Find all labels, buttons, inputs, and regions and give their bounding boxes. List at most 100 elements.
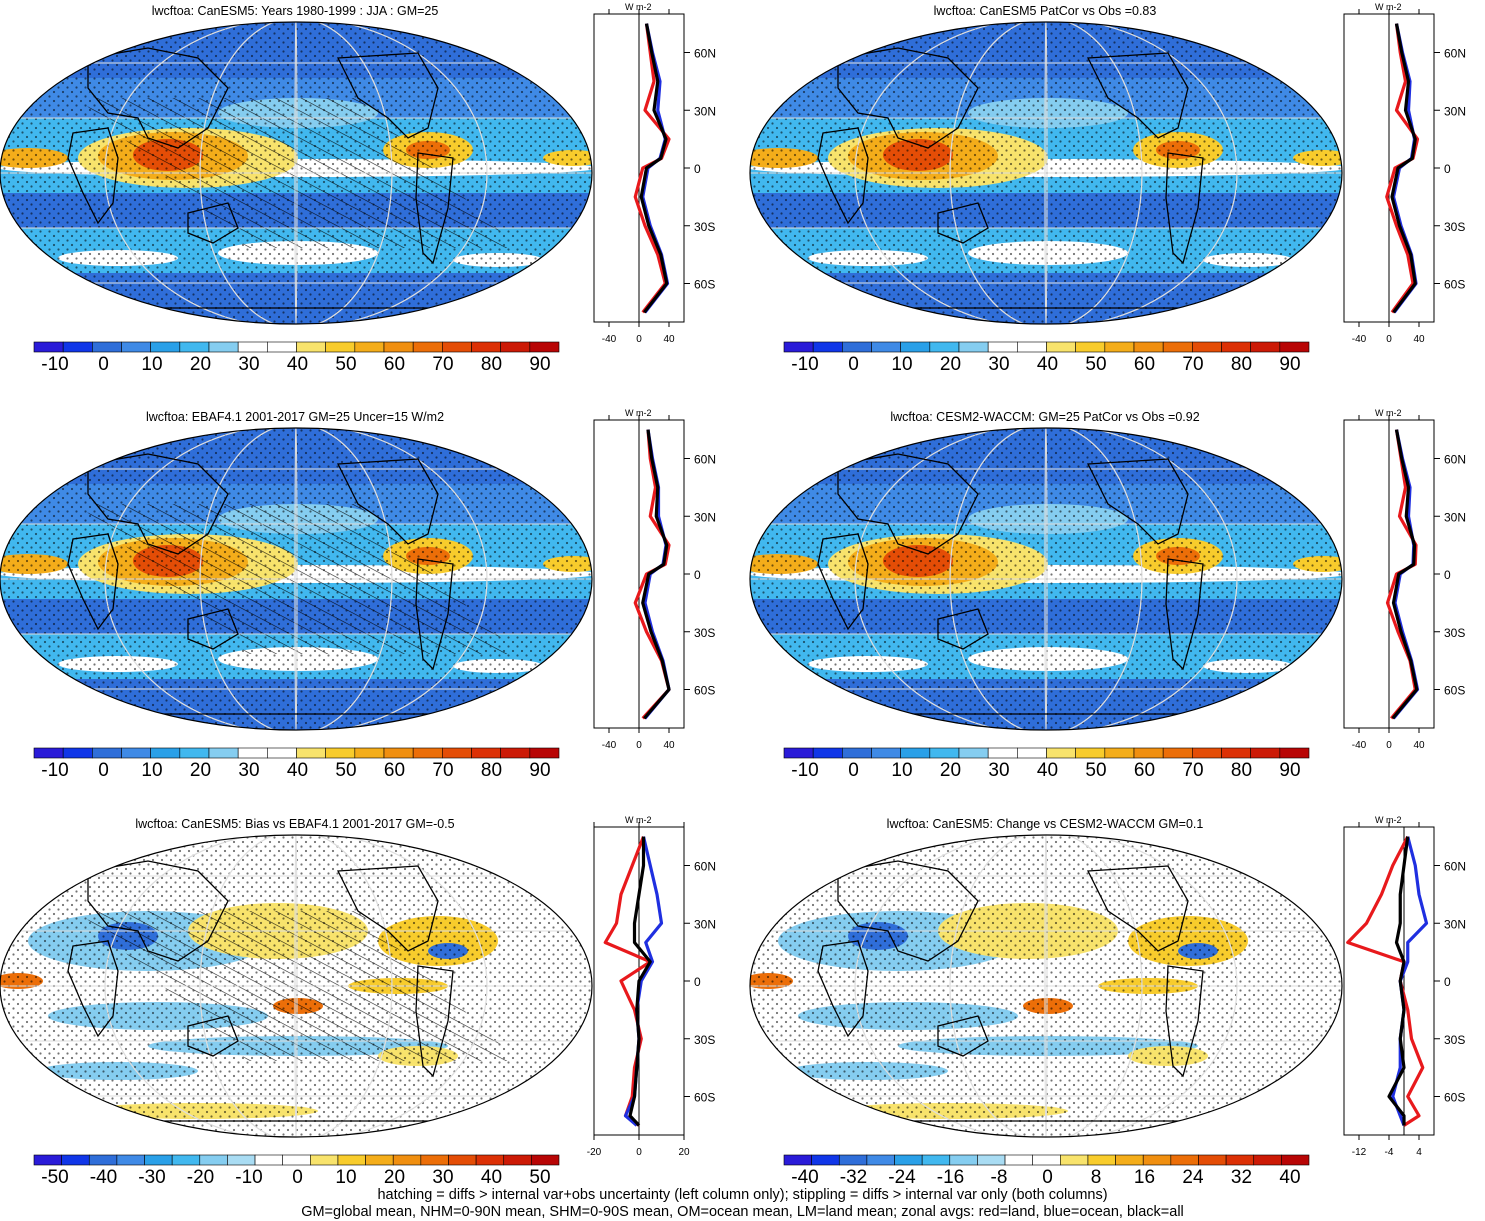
map-panel (748, 424, 1344, 739)
zonal-x-tick-label: 40 (663, 334, 675, 345)
panel-title: lwcftoa: CESM2-WACCM: GM=25 PatCor vs Ob… (890, 410, 1200, 424)
latitude-tick-label: 0 (694, 568, 701, 582)
colorbar-tick-label: 50 (335, 760, 357, 781)
colorbar-tick-label: 30 (432, 1167, 454, 1188)
latitude-tick-label: 30S (694, 1033, 715, 1047)
latitude-tick-label: 0 (1444, 975, 1451, 989)
zonal-series-all (641, 429, 671, 720)
colorbar (33, 1153, 560, 1171)
colorbar-tick-label: 70 (1182, 760, 1204, 781)
colorbar-tick-label: 20 (939, 760, 962, 781)
colorbar-tick-label: 90 (529, 354, 551, 375)
colorbar-tick-label: 60 (383, 354, 406, 375)
latitude-tick-label: 60S (694, 1091, 715, 1105)
colorbar-tick-label: 10 (891, 760, 913, 781)
map-field (750, 22, 1342, 324)
colorbar (783, 746, 1310, 764)
latitude-tick-label: 30N (1444, 917, 1466, 931)
colorbar-tick-label: 50 (1085, 354, 1107, 375)
map-panel (0, 831, 594, 1146)
colorbar-tick-label: -10 (41, 354, 69, 375)
colorbar-tick-label: 80 (480, 760, 503, 781)
zonal-series-ocean (623, 836, 664, 1127)
zonal-x-tick-label: 0 (1386, 740, 1392, 751)
colorbar-tick-label: 16 (1133, 1167, 1156, 1188)
map-field (750, 428, 1342, 730)
zonal-series-land (1346, 835, 1425, 1127)
map-panel (748, 831, 1344, 1146)
zonal-x-tick-label: 0 (1386, 334, 1392, 345)
zonal-x-tick-label: 40 (1413, 334, 1425, 345)
zonal-x-tick-label: 0 (636, 334, 642, 345)
zonal-x-tick-label: -4 (1385, 1147, 1394, 1158)
map-panel (0, 18, 594, 333)
colorbar (783, 1153, 1310, 1171)
zonal-x-tick-label: -40 (602, 334, 617, 345)
colorbar-tick-label: 70 (1182, 354, 1204, 375)
colorbar-tick-label: 0 (98, 760, 109, 781)
colorbar-tick-label: -40 (791, 1167, 819, 1188)
footer-line-2: GM=global mean, NHM=0-90N mean, SHM=0-90… (301, 1204, 1184, 1220)
zonal-x-tick-label: -40 (1352, 740, 1367, 751)
colorbar-tick-label: -30 (138, 1167, 166, 1188)
colorbar-tick-label: 60 (1133, 760, 1156, 781)
colorbar-tick-label: 0 (848, 354, 859, 375)
colorbar-tick-label: 40 (286, 760, 309, 781)
colorbar-tick-label: -32 (839, 1167, 868, 1188)
latitude-tick-label: 30N (694, 510, 716, 524)
latitude-tick-label: 0 (1444, 162, 1451, 176)
footer-line-1: hatching = diffs > internal var+obs unce… (377, 1187, 1108, 1203)
latitude-tick-label: 30S (694, 220, 715, 234)
units-label: W m-2 (1375, 408, 1402, 418)
colorbar-tick-label: 50 (529, 1167, 551, 1188)
latitude-tick-label: 30S (694, 626, 715, 640)
zonal-x-tick-label: 40 (663, 740, 675, 751)
zonal-mean-plot: W m-2 60N 30N 0 30S 60S -40 0 40 (584, 408, 729, 768)
latitude-tick-label: 60N (694, 453, 716, 467)
panel-title: lwcftoa: CanESM5 PatCor vs Obs =0.83 (933, 4, 1157, 18)
panel-title: lwcftoa: CanESM5: Change vs CESM2-WACCM … (886, 817, 1204, 831)
colorbar-tick-label: 50 (335, 354, 357, 375)
colorbar-tick-label: 80 (480, 354, 503, 375)
colorbar-tick-label: 0 (1042, 1167, 1053, 1188)
panel-title: lwcftoa: EBAF4.1 2001-2017 GM=25 Uncer=1… (145, 410, 445, 424)
colorbar-tick-label: 20 (939, 354, 962, 375)
latitude-tick-label: 30N (694, 917, 716, 931)
colorbar-tick-label: -10 (41, 760, 69, 781)
zonal-series-all (1387, 836, 1410, 1126)
colorbar-tick-label: 40 (480, 1167, 503, 1188)
units-label: W m-2 (1375, 2, 1402, 12)
zonal-series-all (628, 836, 652, 1127)
colorbar-tick-label: -10 (791, 354, 819, 375)
colorbar-tick-label: 40 (286, 354, 309, 375)
colorbar-tick-label: 50 (1085, 760, 1107, 781)
colorbar-tick-label: -40 (89, 1167, 118, 1188)
latitude-tick-label: 60S (1444, 1091, 1465, 1105)
colorbar-tick-label: 0 (292, 1167, 303, 1188)
zonal-x-tick-label: -12 (1352, 1147, 1367, 1158)
latitude-tick-label: 30S (1444, 1033, 1465, 1047)
latitude-tick-label: 60S (1444, 684, 1465, 698)
colorbar-tick-label: 10 (141, 760, 163, 781)
colorbar-tick-label: 0 (848, 760, 859, 781)
colorbar-tick-label: 70 (432, 354, 454, 375)
zonal-mean-plot: W m-2 60N 30N 0 30S 60S -40 0 40 (1334, 408, 1479, 768)
colorbar-tick-label: -16 (936, 1167, 965, 1188)
colorbar (33, 746, 560, 764)
map-panel (748, 18, 1344, 333)
colorbar-tick-label: 30 (238, 760, 260, 781)
colorbar-tick-label: -20 (186, 1167, 215, 1188)
colorbar-tick-label: 90 (529, 760, 551, 781)
latitude-tick-label: 60N (1444, 47, 1466, 61)
zonal-mean-plot: W m-2 60N 30N 0 30S 60S -12 -4 4 (1334, 815, 1479, 1175)
colorbar-tick-label: 24 (1182, 1167, 1204, 1188)
units-label: W m-2 (1375, 815, 1402, 825)
map-field (750, 835, 1342, 1137)
colorbar-tick-label: 80 (1230, 760, 1253, 781)
units-label: W m-2 (625, 815, 652, 825)
colorbar-tick-label: 40 (1036, 760, 1059, 781)
colorbar-tick-label: 30 (238, 354, 260, 375)
colorbar-tick-label: -50 (41, 1167, 69, 1188)
map-panel (0, 424, 594, 739)
colorbar-tick-label: 10 (141, 354, 163, 375)
